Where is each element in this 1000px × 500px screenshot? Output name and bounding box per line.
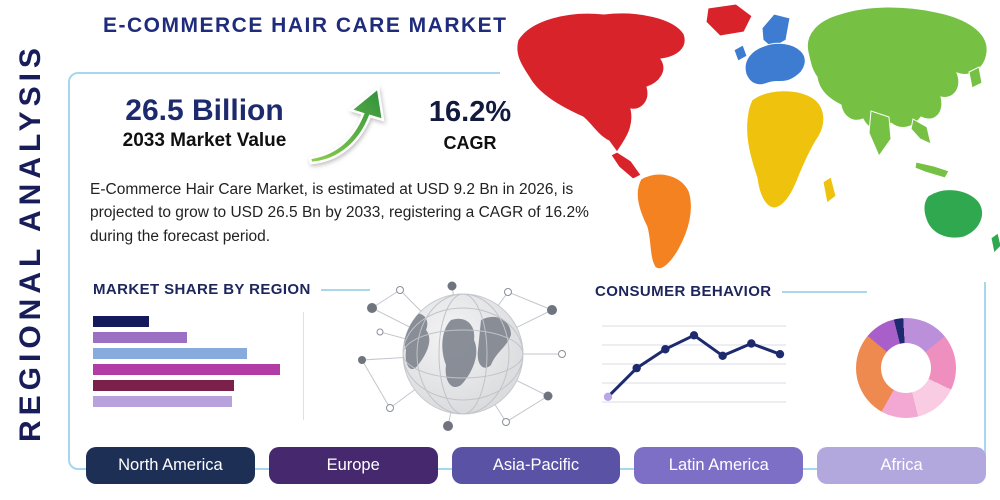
heading-rule [320, 288, 370, 291]
trend-markers [603, 331, 785, 401]
bar-segment [93, 332, 187, 343]
bar-chart-axis-line [303, 312, 304, 420]
section-heading-market-share: MARKET SHARE BY REGION [93, 281, 370, 298]
region-button-europe[interactable]: Europe [268, 447, 438, 484]
trend-point [747, 339, 756, 348]
continent-africa [746, 90, 825, 209]
market-value-stat: 26.5 Billion 2033 Market Value [92, 94, 317, 152]
island-japan [968, 66, 983, 89]
continent-asia [806, 6, 988, 130]
trend-point [632, 363, 641, 373]
globe-graticule [403, 294, 523, 414]
trend-point [689, 331, 699, 340]
growth-arrow-icon [308, 85, 385, 165]
continent-north-america [516, 12, 686, 153]
bar-segment [93, 396, 233, 407]
region-buttons-row: North America Europe Asia-Pacific Latin … [86, 447, 986, 484]
cagr-number: 16.2% [428, 96, 512, 128]
region-share-donut-chart [856, 318, 956, 418]
region-button-africa[interactable]: Africa [817, 447, 986, 484]
market-share-bar-chart [93, 316, 301, 412]
bar-segment [93, 316, 150, 327]
market-summary-text: E-Commerce Hair Care Market, is estimate… [90, 181, 589, 245]
region-button-latin-america[interactable]: Latin America [634, 447, 804, 484]
continent-europe [744, 42, 806, 86]
region-button-asia-pacific[interactable]: Asia-Pacific [451, 447, 621, 484]
market-share-heading-label: MARKET SHARE BY REGION [93, 281, 311, 298]
trend-point [661, 345, 670, 354]
bar-segment [93, 348, 247, 359]
island-madagascar [822, 176, 837, 204]
bar-segment [93, 364, 281, 375]
globe-continents [403, 313, 511, 388]
donut-hole [881, 343, 931, 393]
trend-point [775, 349, 785, 359]
region-southeast-asia [910, 118, 932, 145]
globe-network-graphic [358, 281, 566, 431]
bar-segment [93, 380, 235, 391]
continent-scandinavia [761, 13, 791, 49]
islands-indonesia [914, 161, 950, 179]
continent-central-america [610, 151, 642, 180]
trend-point [603, 392, 613, 401]
trend-point [718, 351, 727, 360]
subcontinent-india [868, 110, 892, 158]
continent-south-america [636, 173, 692, 270]
network-nodes [358, 281, 566, 431]
market-value-number: 26.5 Billion [125, 94, 284, 127]
cagr-stat: 16.2% CAGR [415, 96, 525, 154]
world-map [500, 0, 1000, 282]
continent-british-isles [733, 44, 748, 62]
page-title: E-COMMERCE HAIR CARE MARKET [103, 14, 508, 37]
side-label-regional-analysis: REGIONAL ANALYSIS [14, 43, 47, 442]
market-value-caption: 2033 Market Value [122, 130, 287, 151]
islands-new-zealand [990, 232, 1000, 255]
continent-greenland [705, 3, 753, 37]
section-heading-consumer-behavior: CONSUMER BEHAVIOR [595, 283, 867, 300]
consumer-behavior-line-chart [602, 325, 786, 403]
continent-australia [923, 189, 983, 239]
heading-rule [781, 290, 867, 293]
line-chart-gridlines [602, 325, 786, 403]
cagr-caption: CAGR [443, 133, 497, 153]
region-button-north-america[interactable]: North America [86, 447, 255, 484]
consumer-behavior-heading-label: CONSUMER BEHAVIOR [595, 283, 772, 300]
